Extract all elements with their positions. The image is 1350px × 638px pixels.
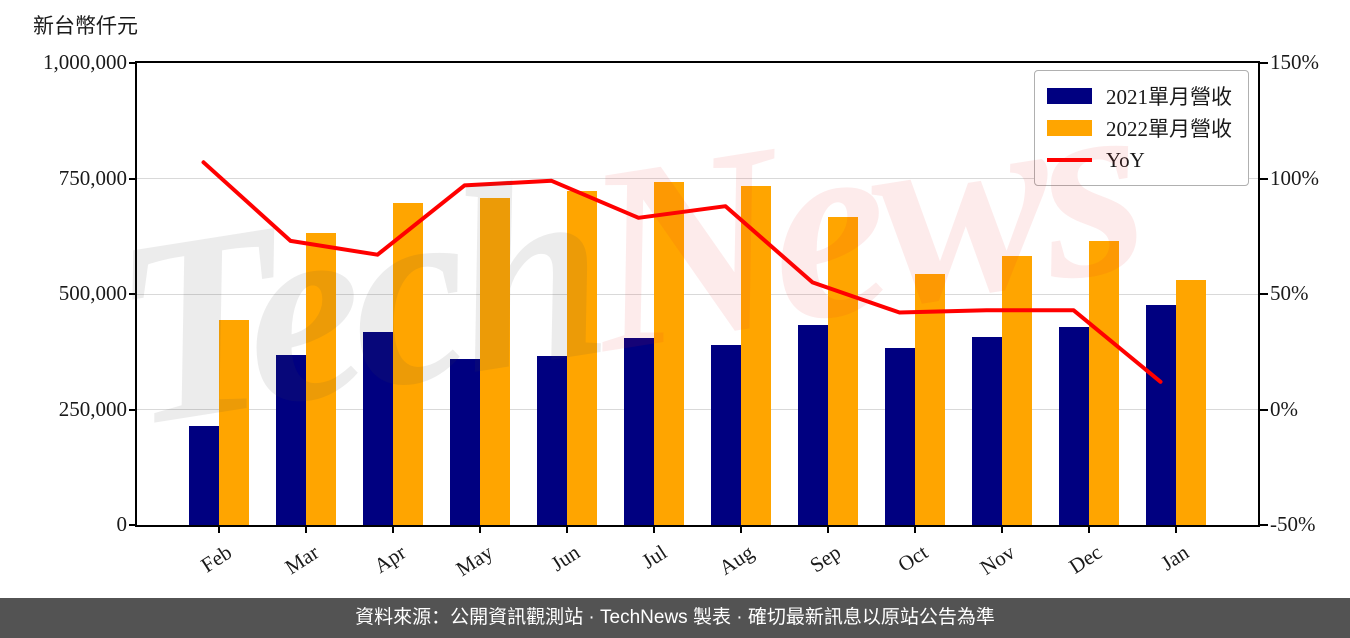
right-axis-tick-label: -50% (1270, 512, 1316, 536)
bar-2021單月營收-feb (188, 426, 219, 525)
x-axis-tick-mark (217, 525, 220, 533)
source-footer: 資料來源：公開資訊觀測站 · TechNews 製表 · 確切最新訊息以原站公告… (0, 598, 1350, 638)
left-axis-tick-label: 250,000 (58, 396, 127, 421)
bar-2022單月營收-sep (827, 217, 858, 525)
x-axis-tick-mark (913, 525, 916, 533)
bar-2021單月營收-aug (710, 345, 741, 525)
legend-label-yoy: YoY (1106, 147, 1145, 172)
legend-swatch-2021 (1047, 88, 1092, 104)
bar-2021單月營收-jun (536, 356, 567, 525)
bar-2022單月營收-may (479, 198, 510, 525)
left-axis-tick-mark (129, 524, 137, 526)
right-axis-tick-label: 0% (1270, 396, 1298, 421)
left-axis-tick-label: 500,000 (58, 281, 127, 305)
bar-2021單月營收-jan (1145, 305, 1176, 525)
x-axis-tick-mark (739, 525, 742, 533)
right-axis-tick-label: 100% (1270, 165, 1319, 190)
left-axis-tick-mark (129, 408, 137, 411)
left-axis-tick-mark (129, 293, 137, 295)
legend-label-2021: 2021單月營收 (1106, 85, 1232, 109)
x-axis-label-may: May (451, 540, 497, 582)
bar-2021單月營收-jul (623, 338, 654, 525)
x-axis-label-sep: Sep (805, 540, 845, 578)
x-axis-label-jul: Jul (636, 540, 671, 574)
bar-2022單月營收-jul (653, 182, 684, 525)
gridline (137, 293, 1258, 295)
x-axis-label-oct: Oct (893, 540, 932, 577)
right-axis-tick-mark (1260, 293, 1268, 295)
legend-item-2022: 2022單月營收 (1047, 112, 1232, 144)
legend-label-2022: 2022單月營收 (1106, 117, 1232, 141)
x-axis-tick-mark (1000, 525, 1003, 533)
left-axis-unit-label: 新台幣仟元 (33, 14, 138, 38)
right-axis-tick-label: 50% (1270, 281, 1309, 305)
legend-swatch-2022 (1047, 120, 1092, 136)
left-axis-tick-label: 0 (116, 512, 128, 536)
x-axis-tick-mark (304, 525, 307, 533)
x-axis-tick-mark (391, 525, 394, 533)
bar-2022單月營收-dec (1088, 241, 1119, 525)
legend-item-yoy: YoY (1047, 144, 1232, 176)
bar-2022單月營收-jun (566, 191, 597, 525)
x-axis-label-feb: Feb (196, 540, 236, 578)
left-axis-tick-label: 750,000 (58, 165, 127, 190)
x-axis-label-jan: Jan (1156, 540, 1193, 576)
right-axis-tick-mark (1260, 524, 1268, 526)
gridline (137, 409, 1258, 410)
x-axis-tick-mark (1087, 525, 1090, 533)
bar-2022單月營收-apr (392, 203, 423, 525)
right-axis-tick-label: 150% (1270, 50, 1319, 74)
x-axis-label-dec: Dec (1064, 540, 1106, 579)
x-axis-label-mar: Mar (280, 540, 323, 580)
x-axis-tick-mark (1174, 525, 1177, 533)
left-axis-tick-mark (129, 62, 137, 64)
bar-2021單月營收-apr (362, 332, 393, 525)
bar-2022單月營收-mar (305, 233, 336, 525)
bar-2022單月營收-oct (914, 274, 945, 525)
bar-2021單月營收-dec (1058, 327, 1089, 525)
legend-box: 2021單月營收 2022單月營收 YoY (1034, 70, 1249, 186)
bar-2021單月營收-sep (797, 325, 828, 525)
x-axis-tick-mark (826, 525, 829, 533)
right-axis-tick-mark (1260, 408, 1268, 411)
bar-2021單月營收-may (449, 359, 480, 525)
x-axis-label-aug: Aug (714, 540, 758, 580)
x-axis-tick-mark (652, 525, 655, 533)
x-axis-tick-mark (478, 525, 481, 533)
gridline (137, 178, 1258, 179)
legend-swatch-yoy (1047, 158, 1092, 162)
x-axis-label-nov: Nov (975, 540, 1019, 580)
bar-2022單月營收-jan (1175, 280, 1206, 525)
left-axis-tick-label: 1,000,000 (43, 50, 127, 74)
bar-2021單月營收-nov (971, 337, 1002, 525)
plot-area: 2021單月營收 2022單月營收 YoY (137, 63, 1258, 525)
bar-2022單月營收-feb (218, 320, 249, 525)
left-axis-tick-mark (129, 177, 137, 180)
x-axis-label-jun: Jun (546, 540, 584, 577)
right-axis-tick-mark (1260, 62, 1268, 64)
yoy-line (201, 160, 1163, 384)
bar-2021單月營收-mar (275, 355, 306, 525)
legend-item-2021: 2021單月營收 (1047, 80, 1232, 112)
right-axis-tick-mark (1260, 177, 1268, 180)
x-axis-tick-mark (565, 525, 568, 533)
bar-2022單月營收-nov (1001, 256, 1032, 525)
x-axis-label-apr: Apr (369, 540, 410, 578)
bar-2021單月營收-oct (884, 348, 915, 525)
